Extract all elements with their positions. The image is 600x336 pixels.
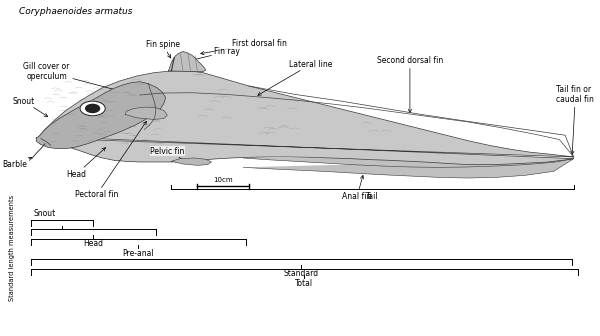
Text: 10cm: 10cm — [213, 177, 233, 183]
Text: Lateral line: Lateral line — [258, 60, 332, 95]
Text: Second dorsal fin: Second dorsal fin — [377, 56, 443, 113]
Text: Pre-anal: Pre-anal — [122, 249, 154, 258]
Text: Coryphaenoides armatus: Coryphaenoides armatus — [19, 7, 133, 16]
Text: Standard length measurements: Standard length measurements — [9, 195, 15, 301]
Polygon shape — [125, 107, 167, 120]
Text: Head: Head — [83, 239, 103, 248]
Text: Pectoral fin: Pectoral fin — [75, 121, 146, 199]
Text: Pelvic fin: Pelvic fin — [150, 147, 188, 162]
Text: First dorsal fin: First dorsal fin — [201, 39, 287, 55]
Polygon shape — [36, 71, 574, 165]
Text: Head: Head — [67, 148, 106, 178]
Polygon shape — [169, 51, 206, 72]
Text: Fin spine: Fin spine — [146, 40, 180, 58]
Circle shape — [80, 101, 105, 116]
Polygon shape — [172, 158, 212, 165]
Text: Gill cover or
operculum: Gill cover or operculum — [23, 62, 119, 91]
Circle shape — [86, 104, 100, 113]
Text: Anal fin: Anal fin — [343, 175, 372, 201]
Text: Tail fin or
caudal fin: Tail fin or caudal fin — [556, 85, 595, 155]
Text: Total: Total — [295, 280, 313, 288]
Polygon shape — [36, 82, 166, 149]
Polygon shape — [243, 158, 574, 178]
Text: Tail: Tail — [366, 192, 379, 201]
Text: Snout: Snout — [34, 209, 56, 218]
Text: Barble: Barble — [2, 157, 32, 169]
Text: Snout: Snout — [13, 96, 47, 117]
Text: Fin ray: Fin ray — [192, 47, 241, 61]
Text: Standard: Standard — [284, 269, 319, 279]
